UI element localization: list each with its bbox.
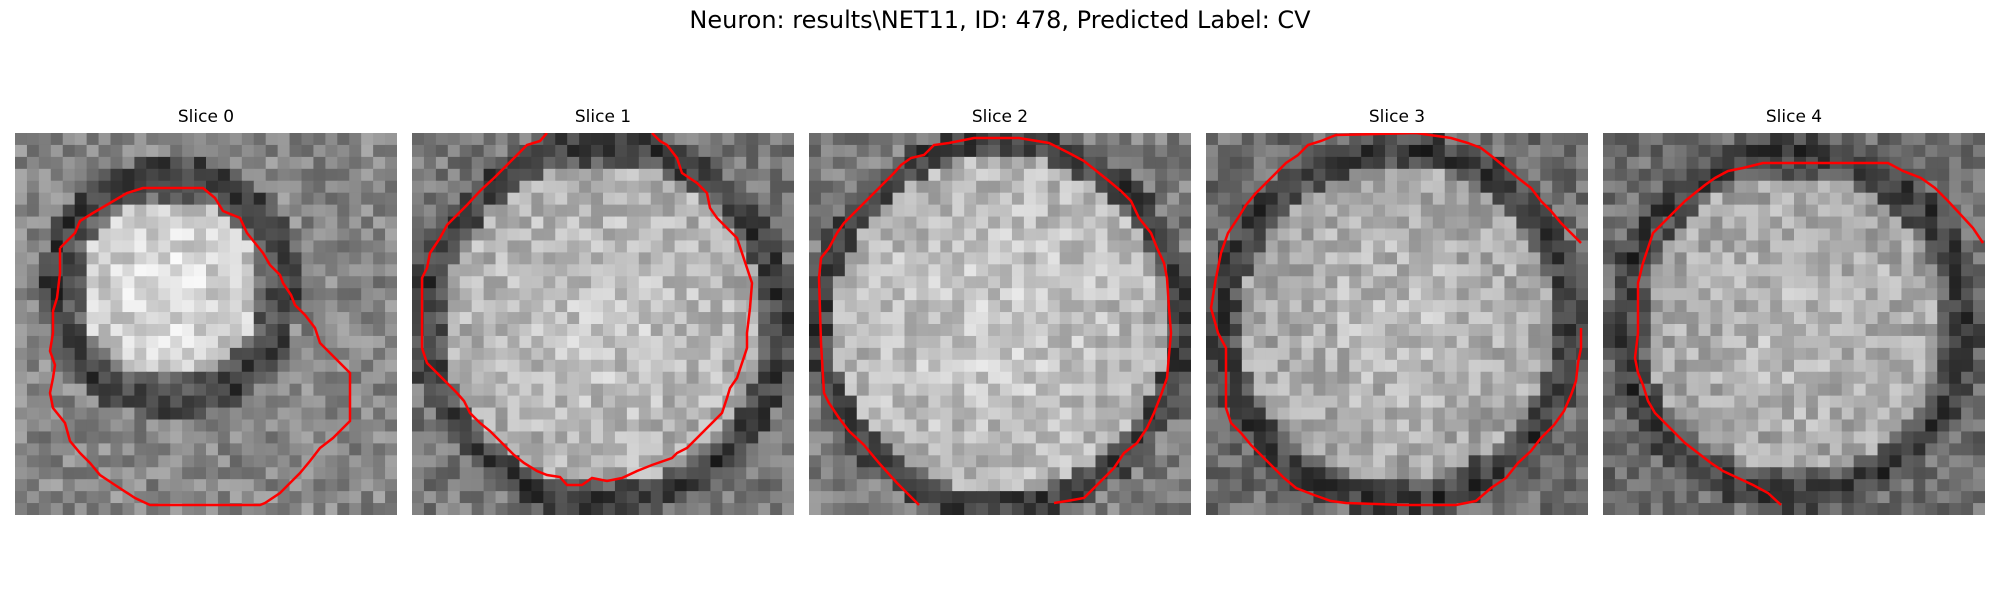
slice-1-svg [412, 133, 794, 515]
slice-panel-2: Slice 2 [809, 106, 1191, 128]
slice-title: Slice 4 [1603, 106, 1985, 128]
slice-image [15, 133, 397, 515]
slice-panel-4: Slice 4 [1603, 106, 1985, 128]
slice-title: Slice 3 [1206, 106, 1588, 128]
pixel-grid [412, 133, 794, 515]
slice-image [412, 133, 794, 515]
slice-0-svg [15, 133, 397, 515]
slice-2-svg [809, 133, 1191, 515]
pixel-grid [809, 133, 1191, 515]
slice-4-svg [1603, 133, 1985, 515]
slice-panel-0: Slice 0 [15, 106, 397, 128]
slice-title: Slice 1 [412, 106, 794, 128]
slice-image [809, 133, 1191, 515]
pixel-grid [1603, 133, 1985, 515]
slice-title: Slice 0 [15, 106, 397, 128]
slice-title: Slice 2 [809, 106, 1191, 128]
slice-image [1206, 133, 1588, 515]
figure-title: Neuron: results\NET11, ID: 478, Predicte… [0, 6, 2000, 34]
slice-image [1603, 133, 1985, 515]
slice-panel-1: Slice 1 [412, 106, 794, 128]
slice-3-svg [1206, 133, 1588, 515]
slice-panel-3: Slice 3 [1206, 106, 1588, 128]
